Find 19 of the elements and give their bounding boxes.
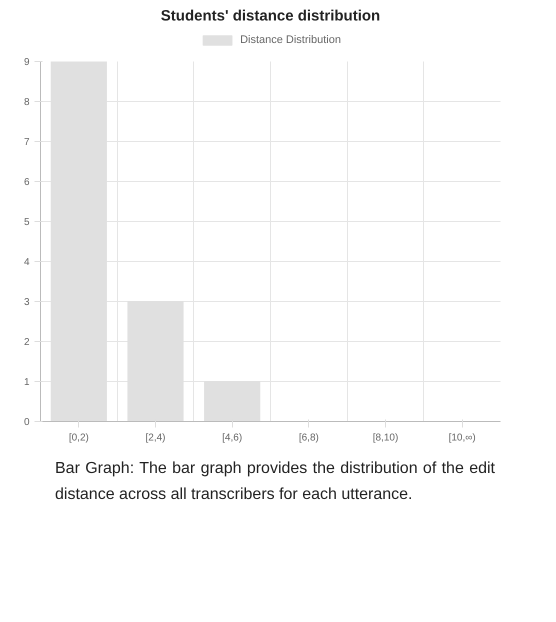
y-tick-label: 0 [24,417,30,428]
y-tick-label: 9 [24,57,30,68]
text: Bar Graph: The bar graph provides the distribution of the edit distance across all transcribers for each utterance. [55,459,495,505]
y-tick-label: 5 [24,217,30,228]
y-tick-label: 3 [24,297,30,308]
y-tick-label: 4 [24,257,30,268]
y-tick-label: 6 [24,177,30,188]
y-tick-label: 2 [24,337,30,348]
x-tick-label: [8,10) [372,432,398,444]
x-tick-label: [0,2) [68,432,89,444]
x-tick-label: [6,8) [298,432,319,444]
legend-label: Distance Distribution [240,34,341,46]
chart-title: Students' distance distribution [160,8,380,24]
x-tick-label: [4,6) [222,432,242,444]
y-tick-label: 7 [24,137,30,148]
y-tick-label: 1 [24,377,30,388]
x-tick-label: [2,4) [145,432,166,444]
y-tick-label: 8 [24,97,30,108]
x-tick-label: [10,∞) [448,432,476,444]
